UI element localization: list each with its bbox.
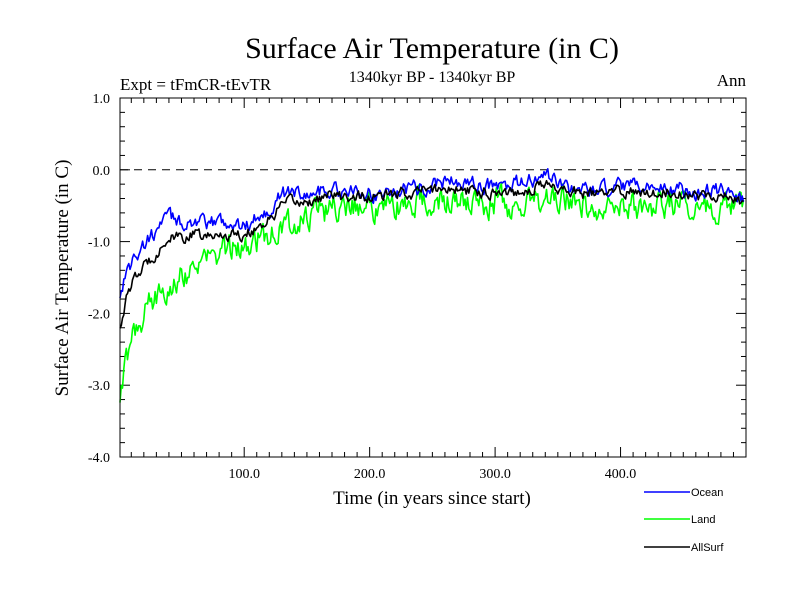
y-ticks bbox=[120, 97, 746, 458]
x-axis-label: Time (in years since start) bbox=[333, 488, 531, 509]
y-tick-label: -1.0 bbox=[88, 236, 110, 251]
y-axis-label: Surface Air Temperature (in C) bbox=[52, 160, 73, 397]
plot-frame bbox=[119, 97, 747, 458]
x-tick-label: 200.0 bbox=[354, 467, 386, 482]
season-label: Ann bbox=[717, 71, 747, 90]
experiment-label: Expt = tFmCR-tEvTR bbox=[120, 75, 272, 94]
chart-subtitle: 1340kyr BP - 1340kyr BP bbox=[349, 69, 516, 86]
y-tick-label: 1.0 bbox=[93, 92, 111, 107]
x-ticks bbox=[130, 98, 734, 457]
x-tick-label: 300.0 bbox=[479, 467, 511, 482]
series-line-allsurf bbox=[119, 179, 744, 329]
y-tick-label: 0.0 bbox=[93, 164, 111, 179]
y-tick-label: -2.0 bbox=[88, 307, 110, 322]
x-tick-label: 400.0 bbox=[605, 467, 637, 482]
chart-title: Surface Air Temperature (in C) bbox=[245, 32, 619, 65]
series-line-land bbox=[119, 182, 745, 403]
x-tick-label: 100.0 bbox=[228, 467, 260, 482]
legend-label-land: Land bbox=[691, 514, 715, 526]
legend: Ocean Land AllSurf bbox=[644, 487, 724, 554]
legend-label-ocean: Ocean bbox=[691, 487, 723, 499]
y-tick-labels: 1.0 0.0 -1.0 -2.0 -3.0 -4.0 bbox=[88, 92, 110, 466]
x-tick-labels: 100.0 200.0 300.0 400.0 bbox=[228, 467, 636, 482]
legend-label-allsurf: AllSurf bbox=[691, 542, 724, 554]
series-lines bbox=[119, 168, 745, 403]
y-tick-label: -3.0 bbox=[88, 379, 110, 394]
y-tick-label: -4.0 bbox=[88, 451, 110, 466]
